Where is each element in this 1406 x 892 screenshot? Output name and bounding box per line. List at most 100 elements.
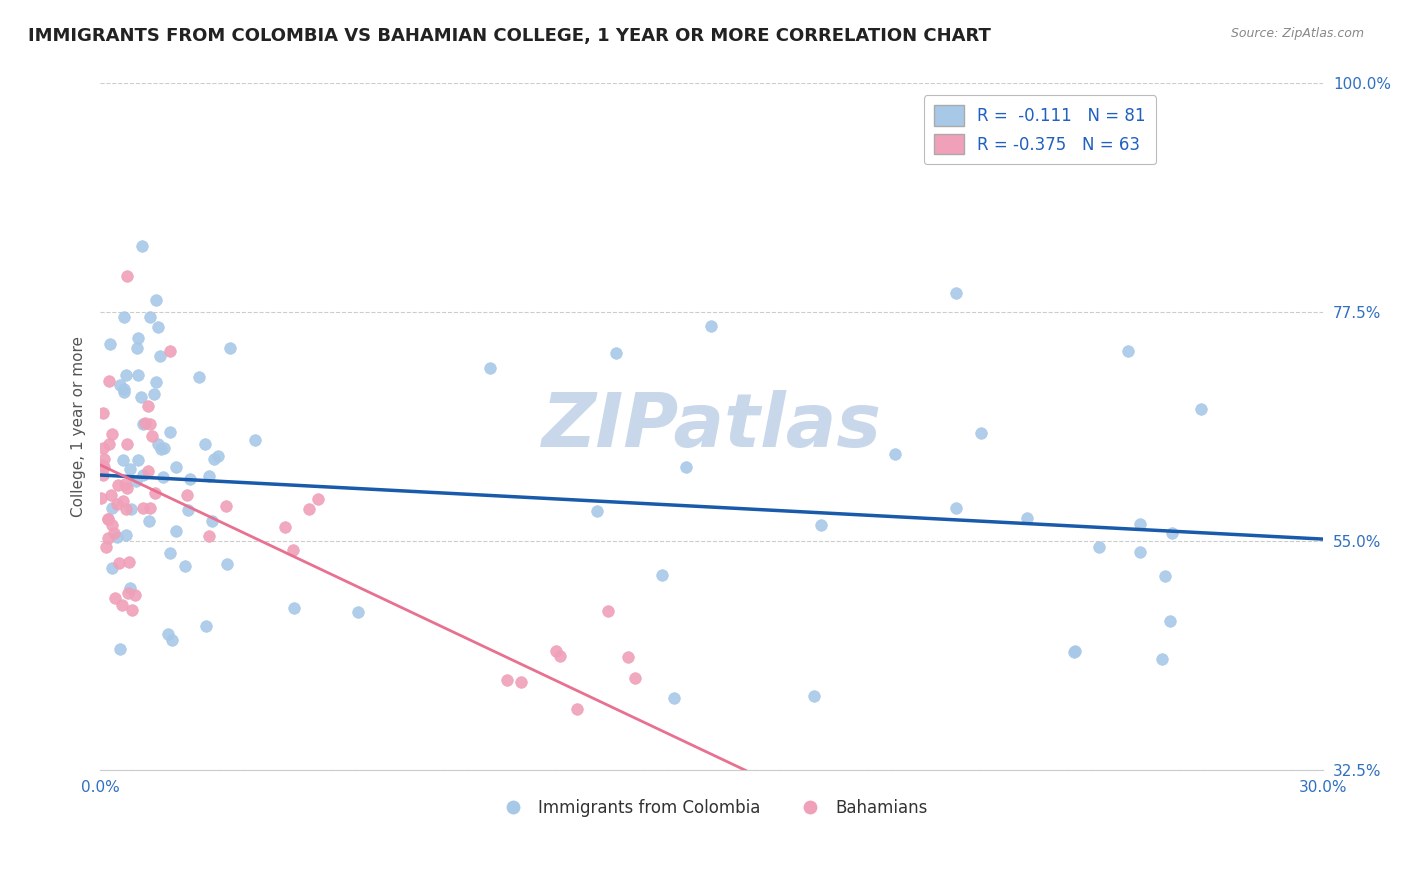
Point: [96, 531, 118, 545]
Point: [100, 427, 122, 442]
Point: [134, 416, 156, 430]
Point: [114, 382, 136, 396]
Point: [90, 491, 112, 506]
Point: [96, 540, 118, 554]
Point: [91, 441, 114, 455]
Point: [127, 368, 149, 382]
Point: [129, 390, 152, 404]
Point: [1189, 401, 1212, 416]
Point: [107, 478, 129, 492]
Point: [111, 453, 134, 467]
Point: [90, 458, 112, 473]
Point: [605, 346, 627, 360]
Point: [145, 293, 167, 307]
Point: [101, 561, 124, 575]
Point: [179, 472, 201, 486]
Point: [945, 500, 967, 515]
Y-axis label: College, 1 year or more: College, 1 year or more: [72, 336, 86, 517]
Point: [201, 514, 224, 528]
Point: [132, 417, 155, 432]
Point: [202, 451, 225, 466]
Point: [110, 641, 132, 656]
Point: [156, 627, 179, 641]
Point: [159, 343, 181, 358]
Point: [1063, 645, 1085, 659]
Text: ZIPatlas: ZIPatlas: [541, 390, 882, 463]
Point: [159, 546, 181, 560]
Point: [97, 512, 120, 526]
Point: [675, 459, 697, 474]
Point: [132, 500, 155, 515]
Point: [107, 556, 129, 570]
Point: [118, 555, 141, 569]
Point: [138, 514, 160, 528]
Point: [155, 785, 177, 799]
Point: [118, 462, 141, 476]
Point: [148, 349, 170, 363]
Point: [800, 789, 823, 803]
Point: [215, 558, 238, 572]
Text: Source: ZipAtlas.com: Source: ZipAtlas.com: [1230, 27, 1364, 40]
Point: [165, 459, 187, 474]
Point: [803, 772, 825, 787]
Point: [623, 671, 645, 685]
Point: [131, 239, 153, 253]
Point: [803, 689, 825, 703]
Point: [115, 481, 138, 495]
Point: [117, 586, 139, 600]
Point: [98, 436, 121, 450]
Point: [1153, 569, 1175, 583]
Point: [598, 604, 620, 618]
Point: [93, 451, 115, 466]
Point: [148, 320, 170, 334]
Point: [187, 370, 209, 384]
Legend: Immigrants from Colombia, Bahamians: Immigrants from Colombia, Bahamians: [489, 792, 934, 823]
Point: [152, 470, 174, 484]
Point: [101, 500, 124, 515]
Point: [115, 269, 138, 284]
Point: [146, 436, 169, 450]
Point: [283, 543, 305, 558]
Point: [174, 558, 197, 573]
Point: [176, 503, 198, 517]
Point: [664, 690, 686, 705]
Point: [136, 464, 159, 478]
Point: [194, 437, 217, 451]
Point: [166, 524, 188, 538]
Point: [91, 468, 114, 483]
Point: [153, 441, 176, 455]
Point: [111, 598, 134, 612]
Point: [586, 504, 609, 518]
Point: [93, 460, 115, 475]
Point: [139, 310, 162, 325]
Point: [139, 500, 162, 515]
Point: [1161, 526, 1184, 541]
Point: [160, 633, 183, 648]
Point: [115, 527, 138, 541]
Point: [945, 285, 967, 300]
Point: [669, 789, 692, 803]
Point: [347, 605, 370, 619]
Point: [198, 468, 221, 483]
Point: [219, 341, 242, 355]
Point: [495, 673, 517, 687]
Point: [243, 434, 266, 448]
Point: [139, 417, 162, 432]
Point: [112, 310, 135, 324]
Point: [810, 518, 832, 533]
Point: [651, 568, 673, 582]
Point: [699, 786, 721, 800]
Point: [104, 591, 127, 605]
Point: [121, 603, 143, 617]
Point: [159, 425, 181, 439]
Point: [616, 649, 638, 664]
Point: [1150, 652, 1173, 666]
Point: [207, 450, 229, 464]
Point: [91, 406, 114, 420]
Point: [101, 518, 124, 533]
Point: [215, 500, 238, 514]
Point: [127, 342, 149, 356]
Point: [884, 447, 907, 461]
Point: [124, 588, 146, 602]
Point: [112, 384, 135, 399]
